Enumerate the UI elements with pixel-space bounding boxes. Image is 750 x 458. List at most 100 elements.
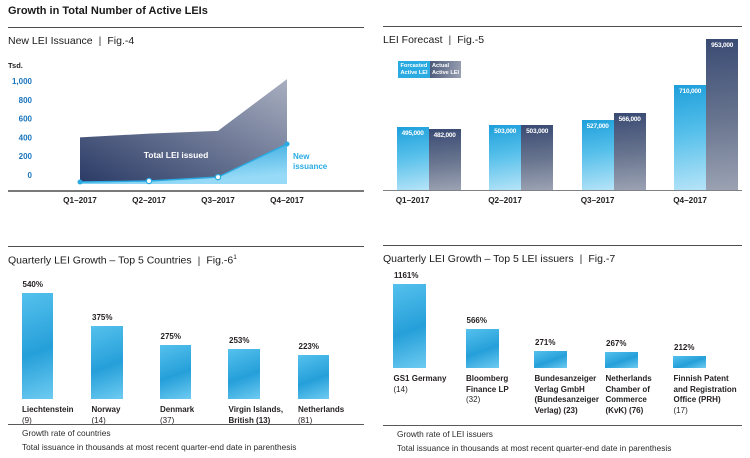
fig5-x-label: Q4–2017 [673, 196, 707, 205]
fig7-footnote-divider [383, 425, 742, 426]
fig5-bar-value: 482,000 [433, 132, 456, 140]
fig5-bar-actual-2: 503,000 [521, 125, 554, 190]
fig4-y-unit: Tsd. [8, 61, 23, 70]
fig6-title-text: Quarterly LEI Growth – Top 5 Countries [8, 254, 192, 267]
bar-category-line: Office (PRH) [673, 395, 721, 404]
bar-category-line: Liechtenstein [22, 405, 74, 414]
fig7-title-text: Quarterly LEI Growth – Top 5 LEI issuers [383, 253, 574, 265]
fig6-fig-label: Fig.-6 [206, 254, 234, 267]
fig5-bar-actual-4: 953,000 [706, 39, 739, 190]
fig5-bar-value: 566,000 [618, 115, 641, 123]
total-lei-issued-area [80, 79, 287, 182]
bar-percent-label: 223% [298, 342, 319, 352]
bar-category-line: (9) [22, 415, 32, 425]
data-point-marker [214, 173, 222, 181]
fig5-bar-forecast-4: 710,000 [674, 85, 707, 190]
fig5-fig-label: Fig.-5 [457, 34, 485, 46]
fig6-footnote-marker: 1 [233, 254, 237, 261]
bar-percent-label: 1161% [394, 270, 419, 280]
fig5-bar-value: 710,000 [679, 88, 702, 96]
fig5-bar-actual-3: 566,000 [613, 112, 646, 190]
panel-top5-lei-issuers: Quarterly LEI Growth – Top 5 LEI issuers… [383, 245, 742, 458]
fig7-footnote-2: Total issuance in thousands at most rece… [397, 442, 672, 453]
fig6-bar-2 [91, 325, 123, 399]
fig4-x-label: Q1–2017 [63, 196, 97, 205]
bar-category-label: Norway (14) [92, 405, 161, 426]
fig5-bar-value: 503,000 [494, 128, 517, 136]
fig7-bar-5 [673, 355, 706, 368]
fig5-x-label: Q1–2017 [395, 196, 430, 205]
bar-category-label: GS1 Germany (14) [394, 374, 463, 395]
bar-category-line: Finnish Patent [673, 374, 729, 383]
fig6-bar-1 [21, 293, 53, 399]
bar-category-line: (32) [466, 395, 481, 404]
fig6-title: Quarterly LEI Growth – Top 5 Countries | F… [8, 254, 237, 267]
fig5-title: LEI Forecast | Fig.-5 [383, 34, 484, 46]
title-separator: | [579, 253, 583, 265]
title-separator: | [197, 254, 201, 267]
fig4-y-tick: 800 [19, 96, 33, 105]
panel-top5-countries: Quarterly LEI Growth – Top 5 Countries | F… [8, 246, 364, 458]
fig5-bar-actual-1: 482,000 [428, 129, 461, 190]
bar-category-line: (37) [160, 415, 175, 425]
fig5-bar-forecast-2: 503,000 [489, 125, 522, 190]
bar-category-line: (14) [91, 415, 106, 425]
fig5-x-label: Q3–2017 [580, 196, 615, 205]
bar-category-line: Denmark [160, 405, 195, 414]
fig5-title-text: LEI Forecast [383, 34, 443, 46]
bar-category-line: (14) [393, 384, 408, 394]
new-issuance-line [79, 143, 288, 183]
fig4-title-text: New LEI Issuance [8, 35, 93, 47]
bar-percent-label: 566% [466, 316, 487, 326]
title-separator: | [98, 35, 102, 47]
data-point-marker [77, 179, 83, 185]
bar-percent-label: 540% [22, 280, 43, 290]
fig7-fig-label: Fig.-7 [588, 253, 616, 265]
bar-category-line: Verlag GmbH [534, 384, 585, 394]
fig7-chart-area: 1161% GS1 Germany (14) 566% Bloomberg Finance… [383, 246, 742, 458]
fig4-y-tick: 200 [19, 152, 33, 161]
new-issuance-area [80, 143, 287, 184]
legend-forecasted-active-lei: Forcasted Active LEI [398, 61, 430, 78]
fig5-bar-value: 495,000 [401, 129, 424, 137]
fig6-footnote-divider [8, 424, 364, 425]
bar-category-line: Netherlands [298, 405, 345, 414]
bar-percent-label: 271% [535, 338, 556, 348]
bar-percent-label: 275% [160, 332, 181, 342]
bar-category-line: and Registration [673, 384, 737, 394]
fig4-chart-area: Tsd. 1,000 800 600 400 200 0 Q1–2017 Q2–2017 Q3–2… [8, 28, 364, 223]
bar-category-label: Virgin Islands, British (13) [229, 405, 298, 426]
bar-category-line: Virgin Islands, [228, 405, 284, 414]
page-title: Growth in Total Number of Active LEIs [8, 5, 208, 17]
fig7-footnote-1: Growth rate of LEI issuers [397, 429, 493, 439]
fig5-bar-forecast-3: 527,000 [581, 120, 614, 190]
data-point-marker [284, 141, 290, 147]
fig5-bar-forecast-1: 495,000 [396, 126, 429, 190]
panel-new-lei-issuance: New LEI Issuance | Fig.-4 Tsd. 1,000 800 600 4… [8, 27, 364, 223]
bar-category-line: Verlag) (23) [534, 405, 578, 415]
fig5-legend: Forcasted Active LEI Actual Active LEI [398, 61, 461, 78]
fig5-bar-value: 527,000 [586, 123, 609, 131]
bar-category-line: Netherlands [605, 374, 652, 383]
bar-category-line: Bloomberg [466, 374, 509, 383]
bar-percent-label: 375% [92, 312, 113, 322]
fig6-bar-3 [159, 345, 191, 399]
fig4-y-tick: 600 [19, 115, 33, 124]
bar-category-line: (KvK) (76) [605, 405, 644, 415]
bar-category-label: Liechtenstein (9) [22, 405, 91, 426]
data-point-marker [145, 177, 153, 185]
fig7-bar-4 [605, 351, 638, 368]
fig4-title: New LEI Issuance | Fig.-4 [8, 35, 134, 47]
bar-category-label: Netherlands (81) [298, 405, 367, 426]
bar-category-label: Netherlands Chamber of Commerce (KvK) (76) [606, 374, 675, 416]
bar-category-label: Finnish Patent and Registration Office (PR… [674, 374, 743, 416]
title-separator: | [448, 34, 452, 46]
fig5-x-label: Q2–2017 [488, 196, 522, 205]
fig7-bar-2 [465, 329, 499, 368]
bar-category-line: (81) [298, 415, 313, 425]
legend-actual-line1: Actual [432, 63, 450, 69]
new-issuance-label: New issuance [293, 152, 328, 171]
bar-category-label: Denmark (37) [160, 405, 229, 426]
fig7-bar-3 [534, 351, 567, 368]
bar-category-label: Bloomberg Finance LP (32) [466, 374, 535, 406]
